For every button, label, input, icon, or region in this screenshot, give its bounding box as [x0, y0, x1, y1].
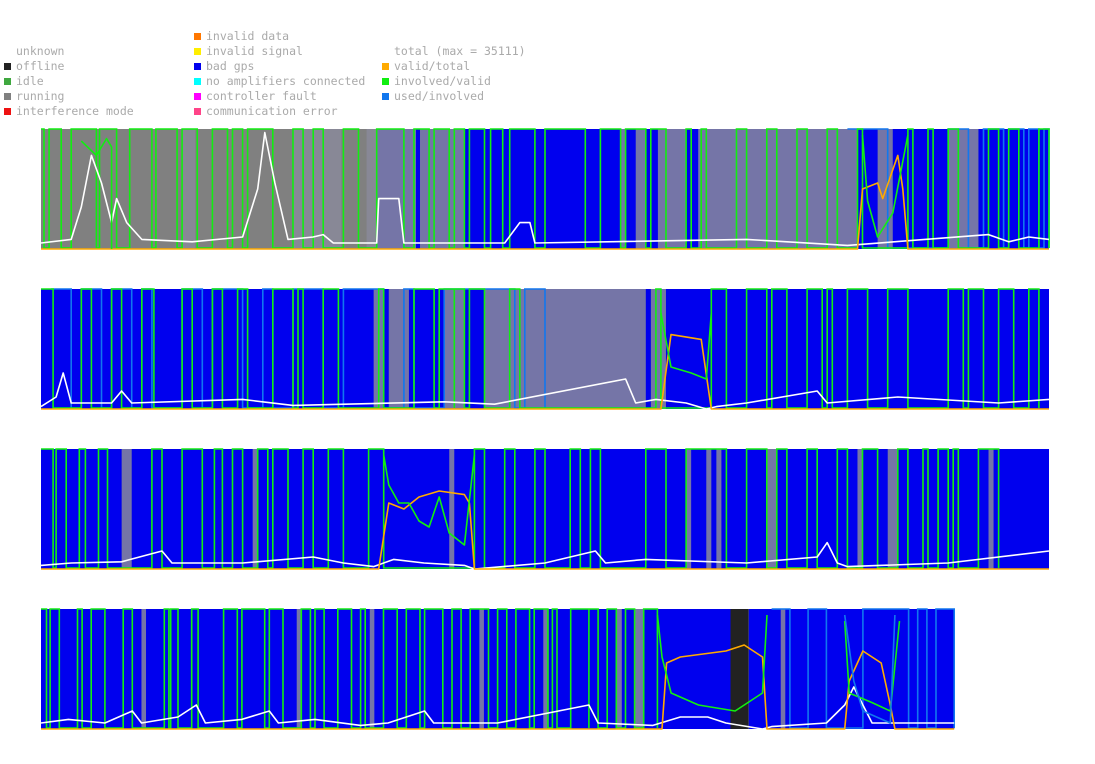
- legend-item: used/involved: [382, 89, 484, 104]
- total-line: [40, 372, 1050, 410]
- valid-total-line: [41, 490, 1049, 570]
- legend-label: valid/total: [394, 59, 471, 73]
- legend-swatch: [4, 108, 11, 115]
- running-bar: [988, 449, 994, 569]
- running-bar: [366, 129, 416, 249]
- legend-label: unknown: [16, 44, 65, 58]
- running-bar: [706, 449, 712, 569]
- involved-valid-line: [660, 312, 713, 380]
- legend-label: running: [16, 89, 65, 103]
- running-bar: [698, 129, 858, 249]
- legend-label: idle: [16, 74, 44, 88]
- involved-valid-wave: [41, 448, 1000, 569]
- total-line: [40, 131, 1050, 247]
- valid-total-line: [41, 154, 1049, 250]
- running-bar: [766, 449, 777, 569]
- running-bar: [616, 609, 622, 729]
- involved-valid-line: [843, 620, 901, 712]
- running-bar: [635, 129, 646, 249]
- legend-item: invalid signal: [194, 44, 303, 59]
- legend-swatch: [382, 63, 389, 70]
- running-bar: [449, 449, 455, 569]
- legend-item: running: [4, 89, 64, 104]
- legend-item: involved/valid: [382, 74, 491, 89]
- running-bar: [657, 129, 687, 249]
- legend-item: interference mode: [4, 104, 134, 119]
- running-bar: [182, 129, 196, 249]
- running-bar: [857, 449, 863, 569]
- legend-swatch: [194, 33, 201, 40]
- legend-label: offline: [16, 59, 65, 73]
- legend-swatch: [194, 93, 201, 100]
- involved-valid-wave: [41, 288, 1040, 409]
- legend-swatch: [194, 48, 201, 55]
- running-bar: [420, 129, 465, 249]
- running-bar: [887, 449, 898, 569]
- total-line: [40, 541, 1050, 570]
- running-bar: [141, 609, 147, 729]
- running-bar: [948, 129, 979, 249]
- legend-item: invalid data: [194, 29, 289, 44]
- running-bar: [543, 609, 549, 729]
- legend-label: invalid data: [206, 29, 290, 43]
- valid-total-line: [41, 644, 955, 730]
- legend-item: idle: [4, 74, 44, 89]
- legend-swatch: [4, 63, 11, 70]
- legend-item: no amplifiers connected: [194, 74, 365, 89]
- legend-swatch: [4, 93, 11, 100]
- legend-swatch: [4, 78, 11, 85]
- legend-label: bad gps: [206, 59, 255, 73]
- involved-valid-wave: [41, 128, 1050, 249]
- legend-swatch: [382, 93, 389, 100]
- legend-item: communication error: [194, 104, 338, 119]
- legend-label: used/involved: [394, 89, 485, 103]
- legend-label: communication error: [206, 104, 338, 118]
- legend-swatch: [194, 78, 201, 85]
- involved-valid-line: [656, 614, 768, 712]
- legend-label: invalid signal: [206, 44, 303, 58]
- legend-swatch: [194, 108, 201, 115]
- running-bar: [686, 449, 692, 569]
- running-bar: [121, 449, 132, 569]
- legend-swatch: [382, 78, 389, 85]
- legend-label: no amplifiers connected: [206, 74, 366, 88]
- running-bar: [388, 289, 409, 409]
- legend-item: total (max = 35111): [382, 44, 526, 59]
- running-bar: [780, 609, 786, 729]
- legend-label: involved/valid: [394, 74, 491, 88]
- running-bar: [296, 609, 302, 729]
- running-bar: [620, 129, 626, 249]
- running-bar: [484, 289, 646, 409]
- running-bar: [252, 449, 258, 569]
- total-line: [40, 686, 955, 730]
- legend-label: controller fault: [206, 89, 317, 103]
- legend-label: interference mode: [16, 104, 134, 118]
- used-involved-wave: [771, 608, 955, 729]
- involved-valid-wave: [41, 608, 659, 729]
- legend-label: total (max = 35111): [394, 44, 526, 58]
- valid-total-line: [41, 333, 1049, 410]
- involved-valid-line: [382, 454, 476, 546]
- running-bar: [716, 449, 722, 569]
- legend-item: unknown: [4, 44, 64, 59]
- legend-item: bad gps: [194, 59, 254, 74]
- running-bar: [479, 609, 484, 729]
- legend-swatch: [194, 63, 201, 70]
- running-bar: [369, 609, 375, 729]
- running-bar: [293, 129, 342, 249]
- legend-item: offline: [4, 59, 64, 74]
- status-segment: [730, 609, 749, 729]
- involved-valid-line: [80, 137, 113, 249]
- used-involved-line: [843, 614, 896, 724]
- involved-valid-line: [861, 134, 909, 238]
- legend-item: valid/total: [382, 59, 470, 74]
- running-bar: [634, 609, 644, 729]
- legend-item: controller fault: [194, 89, 317, 104]
